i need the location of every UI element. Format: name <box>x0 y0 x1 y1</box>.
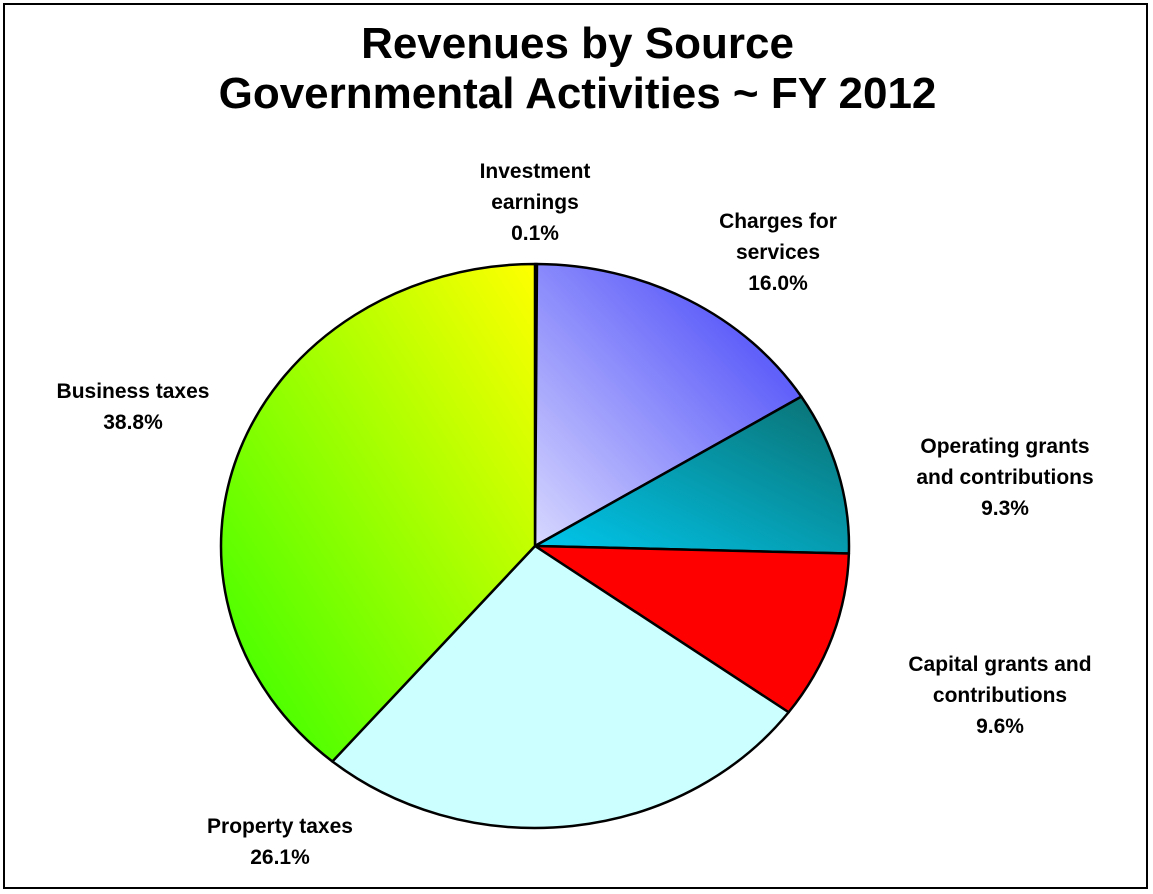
pie-slice-business-taxes <box>219 262 537 763</box>
slice-label-business-taxes: Business taxes 38.8% <box>57 380 210 434</box>
chart-title: Revenues by Source Governmental Activiti… <box>5 19 1150 119</box>
slice-label-operating-grants-and-contributions: Operating grants and contributions 9.3% <box>916 435 1093 520</box>
slice-label-line: contributions <box>933 684 1067 707</box>
slice-label-property-taxes: Property taxes 26.1% <box>207 815 353 869</box>
slice-label-line: Charges for <box>719 210 837 233</box>
slice-label-line: earnings <box>491 191 579 214</box>
slice-label-line: 16.0% <box>748 272 808 295</box>
pie-slice-operating-grants-and-contributions <box>533 395 851 555</box>
slice-label-line: services <box>736 241 820 264</box>
slice-label-line: Capital grants and <box>908 653 1091 676</box>
slice-label-capital-grants-and-contributions: Capital grants and contributions 9.6% <box>908 653 1091 738</box>
slice-label-line: Operating grants <box>920 435 1089 458</box>
slice-label-charges-for-services: Charges for services 16.0% <box>719 210 837 295</box>
chart-title-line1: Revenues by Source <box>361 19 794 68</box>
slice-label-line: 0.1% <box>511 222 559 245</box>
pie-slice-property-taxes <box>331 544 790 830</box>
pie-slice-capital-grants-and-contributions <box>533 544 851 714</box>
slice-label-line: Investment <box>480 160 591 183</box>
slice-label-line: 9.3% <box>981 497 1029 520</box>
slice-label-line: Property taxes <box>207 815 353 838</box>
slice-label-line: Business taxes <box>57 380 210 403</box>
slice-label-line: 9.6% <box>976 715 1024 738</box>
slice-label-investment-earnings: Investment earnings 0.1% <box>480 160 591 245</box>
pie-slice-charges-for-services <box>533 262 803 548</box>
slice-label-line: 26.1% <box>250 846 310 869</box>
slice-label-line: and contributions <box>916 466 1093 489</box>
chart-title-line2: Governmental Activities ~ FY 2012 <box>218 69 937 118</box>
slice-label-line: 38.8% <box>103 411 163 434</box>
